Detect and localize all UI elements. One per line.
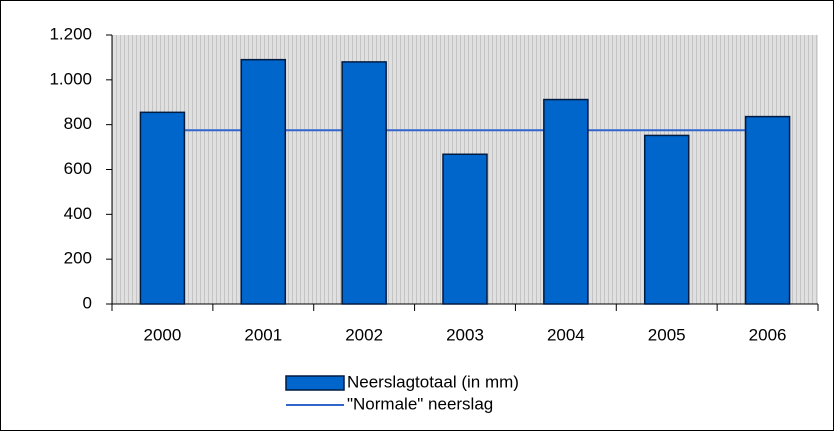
legend-label: Neerslagtotaal (in mm) [347, 372, 519, 391]
x-tick-label: 2003 [446, 325, 484, 344]
y-tick-label: 400 [64, 204, 92, 223]
legend-swatch [285, 375, 345, 391]
bar [643, 134, 690, 305]
y-tick-label: 0 [83, 293, 92, 312]
y-tick-label: 1.200 [49, 24, 92, 43]
bar [744, 115, 791, 305]
bar [240, 58, 287, 305]
legend-label: "Normale" neerslag [347, 394, 493, 413]
y-tick-label: 600 [64, 159, 92, 178]
x-tick-label: 2002 [345, 325, 383, 344]
x-tick-label: 2005 [648, 325, 686, 344]
bar [442, 153, 488, 305]
x-tick-label: 2006 [749, 325, 787, 344]
bar [341, 61, 387, 305]
x-tick-label: 2000 [144, 325, 182, 344]
y-tick-label: 200 [64, 249, 92, 268]
y-tick-label: 800 [64, 114, 92, 133]
x-tick-label: 2001 [244, 325, 282, 344]
bar [139, 111, 186, 305]
x-tick-label: 2004 [547, 325, 585, 344]
bar [543, 98, 589, 305]
y-tick-label: 1.000 [49, 69, 92, 88]
